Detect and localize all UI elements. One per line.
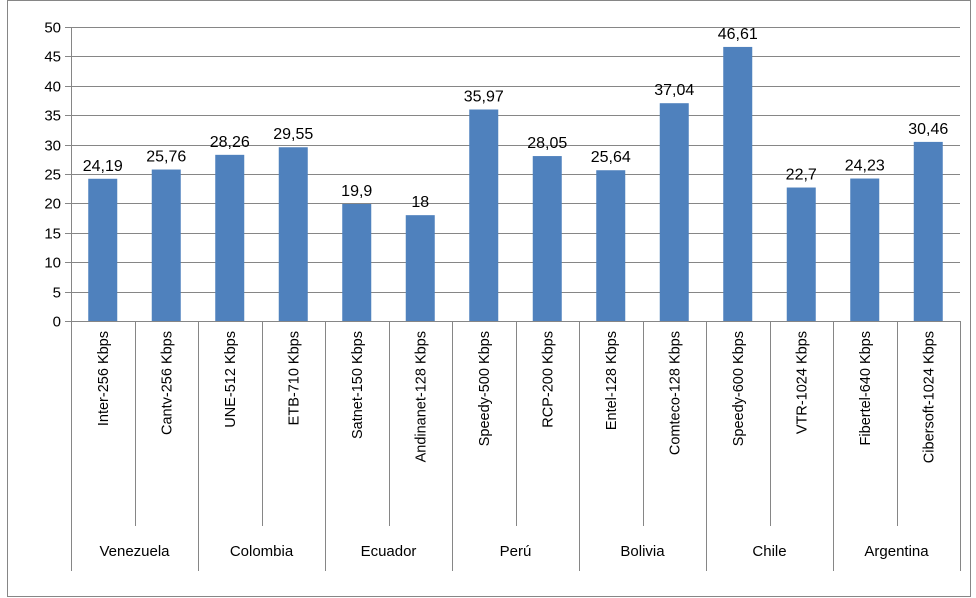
bar [151,169,181,321]
data-label: 18 [411,194,429,211]
category-label: ETB-710 Kbps [286,331,302,425]
y-axis-ticks: 0 5 10 15 20 25 30 35 40 45 50 [44,20,71,331]
y-tick-label: 45 [44,49,61,66]
category-label: Entel-128 Kbps [604,331,620,430]
data-labels: 24,19 25,76 28,26 29,55 19,9 18 35,97 28,05 25,6… [83,26,949,211]
category-label: Fibertel-640 Kbps [858,331,874,445]
y-tick-label: 15 [44,226,61,243]
data-label: 24,23 [845,158,885,175]
data-label: 24,19 [83,158,123,175]
category-label: Cantv-256 Kbps [159,331,175,435]
axes [71,27,961,571]
y-tick-label: 5 [53,285,61,302]
category-label: Inter-256 Kbps [96,331,112,426]
bar [469,109,499,321]
y-tick-label: 40 [44,79,61,96]
bar [913,141,943,321]
data-label: 37,04 [654,82,694,99]
bars [88,46,943,322]
category-label: Satnet-150 Kbps [350,331,366,439]
bar [215,154,245,321]
category-label: Speedy-500 Kbps [477,331,493,446]
data-label: 35,97 [464,88,504,105]
group-label: Bolivia [620,543,665,560]
data-label: 46,61 [718,26,758,43]
category-label: Andinanet-128 Kbps [413,331,429,462]
bar [596,170,626,321]
category-labels: Inter-256 Kbps Cantv-256 Kbps UNE-512 Kbps… [96,331,938,463]
data-label: 25,76 [146,149,186,166]
y-tick-label: 50 [44,20,61,37]
group-labels: Venezuela Colombia Ecuador Perú Bolivia Chile… [99,543,929,560]
category-label: Comteco-128 Kbps [667,331,683,455]
group-label: Chile [752,543,786,560]
category-label: VTR-1024 Kbps [794,331,810,434]
data-label: 25,64 [591,149,631,166]
y-tick-label: 25 [44,167,61,184]
data-label: 28,26 [210,134,250,151]
data-label: 30,46 [908,121,948,138]
bar [88,178,118,321]
data-label: 19,9 [341,183,372,200]
y-tick-label: 35 [44,108,61,125]
bar [850,178,880,321]
bar [659,103,689,321]
group-label: Argentina [864,543,929,560]
data-label: 29,55 [273,126,313,143]
category-label: Cibersoft-1024 Kbps [921,331,937,463]
bar [405,215,435,321]
bar [786,187,816,321]
group-label: Perú [500,543,532,560]
bar [278,147,308,321]
data-label: 28,05 [527,135,567,152]
category-label: Speedy-600 Kbps [731,331,747,446]
group-label: Venezuela [99,543,170,560]
group-label: Colombia [230,543,294,560]
y-tick-label: 10 [44,255,61,272]
y-tick-label: 30 [44,138,61,155]
category-label: UNE-512 Kbps [223,331,239,428]
group-label: Ecuador [361,543,417,560]
y-tick-label: 0 [53,314,61,331]
bar [342,203,372,321]
bar [723,46,753,322]
data-label: 22,7 [786,167,817,184]
y-tick-label: 20 [44,196,61,213]
category-label: RCP-200 Kbps [540,331,556,428]
bar [532,156,562,321]
